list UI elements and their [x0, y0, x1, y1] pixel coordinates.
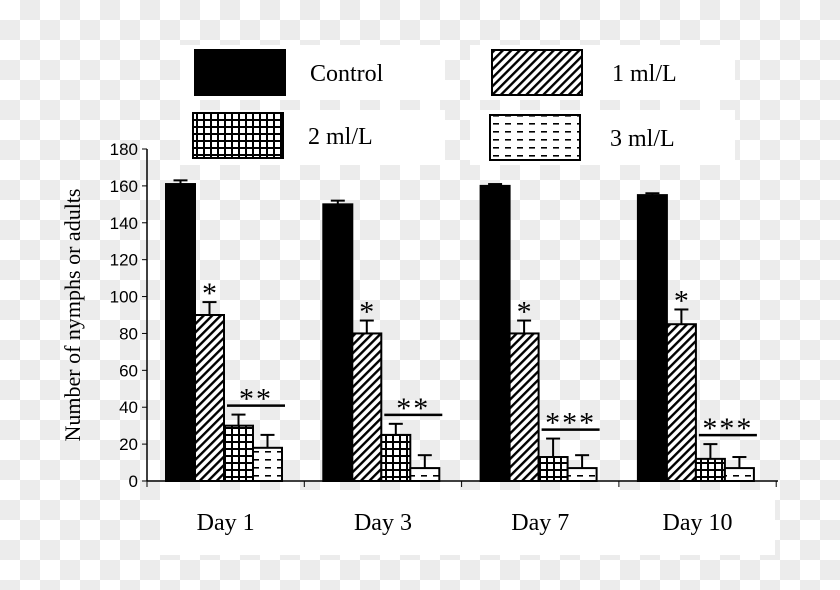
y-tick-label: 180: [110, 140, 138, 159]
y-tick-label: 20: [119, 435, 138, 454]
bar: [252, 446, 283, 482]
bar: [636, 194, 668, 482]
bar: [223, 424, 254, 482]
bar: [194, 314, 225, 482]
bar: [165, 183, 196, 483]
bar: [665, 323, 697, 482]
significance-marker: *: [674, 284, 689, 317]
significance-marker: **: [396, 392, 430, 425]
legend-swatch: [192, 112, 284, 159]
significance-marker: *: [359, 296, 374, 329]
bar: [380, 433, 412, 482]
bar: [322, 203, 354, 482]
y-tick-label: 140: [110, 214, 138, 233]
legend-swatch: [489, 114, 581, 161]
legend-label: 3 ml/L: [610, 126, 675, 152]
significance-marker: *: [202, 277, 217, 310]
y-tick-label: 40: [119, 398, 138, 417]
bar: [694, 457, 726, 483]
bar: [723, 467, 755, 483]
y-tick-label: 160: [110, 177, 138, 196]
y-tick-label: 80: [119, 324, 138, 343]
significance-marker: ***: [545, 407, 596, 440]
bar: [508, 332, 540, 483]
legend-label: Control: [310, 61, 384, 87]
x-tick-label: Day 3: [354, 510, 412, 536]
significance-marker: *: [517, 296, 532, 329]
bar: [479, 184, 511, 482]
legend-label: 1 ml/L: [612, 61, 677, 87]
y-axis-label: Number of nymphs or adults: [60, 189, 85, 442]
bar: [351, 332, 383, 483]
legend-swatch: [194, 49, 286, 96]
x-tick-label: Day 10: [663, 510, 733, 536]
bar: [409, 467, 441, 483]
y-tick-label: 60: [119, 361, 138, 380]
legend-swatch: [491, 49, 583, 96]
legend: Control 1 ml/L 2 ml/L 3 ml/L: [180, 45, 735, 165]
x-tick-label: Day 7: [511, 510, 569, 536]
x-tick-label: Day 1: [197, 510, 255, 536]
significance-marker: ***: [702, 412, 753, 445]
x-label-panel: [160, 490, 775, 555]
significance-marker: **: [239, 383, 273, 416]
bar: [537, 456, 569, 482]
y-tick-label: 0: [129, 472, 138, 491]
legend-label: 2 ml/L: [308, 124, 373, 150]
y-tick-label: 120: [110, 251, 138, 270]
y-tick-label: 100: [110, 288, 138, 307]
bar: [566, 467, 598, 483]
